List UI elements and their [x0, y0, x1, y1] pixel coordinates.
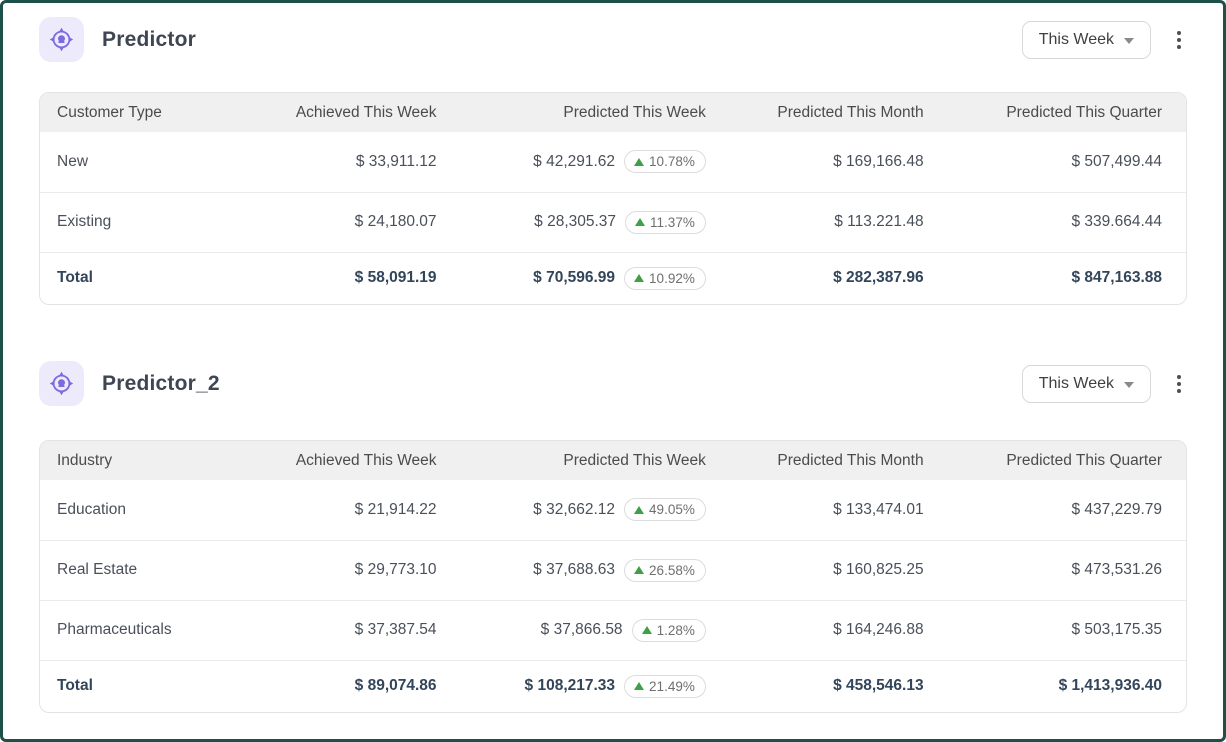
- up-triangle-icon: [634, 505, 645, 514]
- kebab-menu-icon[interactable]: [1171, 27, 1187, 53]
- table-total-row: Total $ 58,091.19 $ 70,596.99 10.92% $ 2…: [40, 251, 1186, 304]
- predictor-target-icon: [39, 361, 84, 406]
- cell-achieved: $ 37,387.54: [223, 599, 453, 660]
- column-header-achieved-week: Achieved This Week: [223, 441, 453, 480]
- column-header-predicted-week: Predicted This Week: [452, 441, 722, 480]
- cell-industry: Total: [40, 659, 224, 712]
- period-dropdown[interactable]: This Week: [1021, 364, 1151, 403]
- cell-achieved: $ 58,091.19: [223, 251, 453, 304]
- delta-badge: 11.37%: [625, 210, 706, 234]
- widget-title: Predictor: [102, 27, 196, 51]
- widget-title: Predictor_2: [102, 371, 220, 395]
- cell-customer-type: Existing: [40, 191, 224, 252]
- cell-predicted-week: $ 37,866.58 1.28%: [452, 599, 722, 660]
- predicted-value: $ 28,305.37: [534, 213, 617, 230]
- period-dropdown[interactable]: This Week: [1021, 20, 1151, 59]
- cell-predicted-week: $ 32,662.12 49.05%: [453, 480, 722, 540]
- column-header-predicted-month: Predicted This Month: [721, 441, 940, 480]
- column-header-achieved-week: Achieved This Week: [223, 93, 453, 132]
- cell-predicted-month: $ 169,166.48: [833, 152, 924, 170]
- cell-predicted-month: $ 133,474.01: [833, 500, 924, 518]
- table-header-row: Customer Type Achieved This Week Predict…: [40, 93, 1186, 132]
- delta-badge: 26.58%: [624, 558, 706, 582]
- cell-predicted-month: $ 164,246.88: [721, 599, 940, 660]
- predicted-value: $ 42,291.62: [533, 152, 616, 170]
- column-header-predicted-quarter: Predicted This Quarter: [939, 93, 1186, 132]
- cell-achieved: $ 29,773.10: [223, 539, 453, 600]
- cell-achieved: $ 89,074.86: [223, 659, 453, 712]
- cell-customer-type: Total: [40, 251, 224, 304]
- cell-customer-type: New: [57, 152, 89, 170]
- delta-value: 26.58%: [649, 562, 695, 578]
- table-row: Education $ 21,914.22 $ 32,662.12 49.05%…: [40, 480, 1186, 540]
- up-triangle-icon: [634, 566, 645, 574]
- cell-predicted-quarter: $ 1,413,936.40: [939, 659, 1186, 712]
- cell-predicted-quarter: $ 847,163.88: [939, 251, 1186, 304]
- cell-achieved: $ 21,914.22: [354, 500, 437, 518]
- table-row: Existing $ 24,180.07 $ 28,305.37 11.37% …: [40, 191, 1186, 252]
- up-triangle-icon: [634, 157, 645, 166]
- predicted-value: $ 108,217.33: [524, 677, 616, 695]
- predicted-value: $ 70,596.99: [533, 269, 616, 287]
- delta-badge: 10.92%: [624, 266, 706, 290]
- column-header-predicted-month: Predicted This Month: [721, 93, 940, 132]
- widget-header-predictor: Predictor This Week: [39, 17, 1187, 62]
- delta-badge: 1.28%: [631, 618, 706, 642]
- cell-predicted-month: $ 160,825.25: [721, 539, 940, 600]
- delta-value: 21.49%: [649, 678, 695, 694]
- delta-badge: 10.78%: [624, 150, 706, 174]
- cell-predicted-month: $ 282,387.96: [721, 251, 940, 304]
- up-triangle-icon: [641, 626, 652, 634]
- column-header-predicted-quarter: Predicted This Quarter: [939, 441, 1186, 480]
- table-row: New $ 33,911.12 $ 42,291.62 10.78% $ 169…: [40, 132, 1186, 192]
- delta-value: 49.05%: [649, 502, 695, 518]
- cell-achieved: $ 33,911.12: [355, 152, 437, 170]
- predictor-2-table: Industry Achieved This Week Predicted Th…: [39, 440, 1187, 713]
- predicted-value: $ 32,662.12: [533, 500, 616, 518]
- delta-badge: 49.05%: [624, 498, 706, 522]
- cell-predicted-week: $ 37,688.63 26.58%: [452, 539, 722, 600]
- predictor-target-icon: [39, 17, 84, 62]
- cell-predicted-week: $ 108,217.33 21.49%: [452, 659, 722, 712]
- cell-predicted-quarter: $ 473,531.26: [939, 539, 1186, 600]
- cell-predicted-week: $ 70,596.99 10.92%: [452, 251, 722, 304]
- widget-header-predictor-2: Predictor_2 This Week: [39, 361, 1187, 406]
- period-dropdown-label: This Week: [1038, 374, 1114, 392]
- cell-predicted-quarter: $ 339.664.44: [939, 191, 1186, 252]
- chevron-down-icon: [1124, 37, 1134, 44]
- cell-industry: Education: [57, 500, 126, 518]
- delta-value: 10.78%: [649, 154, 695, 170]
- column-header-industry: Industry: [40, 441, 224, 480]
- table-row: Real Estate $ 29,773.10 $ 37,688.63 26.5…: [40, 539, 1186, 600]
- cell-industry: Real Estate: [40, 539, 224, 600]
- delta-value: 11.37%: [650, 214, 695, 230]
- column-header-customer-type: Customer Type: [40, 93, 224, 132]
- predicted-value: $ 37,866.58: [540, 621, 623, 638]
- kebab-menu-icon[interactable]: [1171, 371, 1187, 397]
- delta-value: 10.92%: [649, 270, 695, 286]
- column-header-predicted-week: Predicted This Week: [452, 93, 722, 132]
- cell-industry: Pharmaceuticals: [40, 599, 224, 660]
- up-triangle-icon: [634, 682, 645, 691]
- cell-predicted-week: $ 28,305.37 11.37%: [452, 191, 722, 252]
- chevron-down-icon: [1124, 381, 1134, 388]
- table-row: Pharmaceuticals $ 37,387.54 $ 37,866.58 …: [40, 599, 1186, 660]
- cell-predicted-quarter: $ 507,499.44: [1071, 152, 1162, 170]
- cell-predicted-quarter: $ 437,229.79: [1071, 500, 1162, 518]
- table-header-row: Industry Achieved This Week Predicted Th…: [40, 441, 1186, 480]
- delta-value: 1.28%: [656, 622, 695, 638]
- cell-achieved: $ 24,180.07: [223, 191, 453, 252]
- delta-badge: 21.49%: [624, 674, 706, 698]
- cell-predicted-week: $ 42,291.62 10.78%: [453, 132, 722, 192]
- up-triangle-icon: [634, 274, 645, 283]
- up-triangle-icon: [635, 218, 646, 226]
- predictor-table: Customer Type Achieved This Week Predict…: [39, 92, 1187, 305]
- predicted-value: $ 37,688.63: [533, 561, 616, 578]
- cell-predicted-month: $ 458,546.13: [721, 659, 940, 712]
- table-total-row: Total $ 89,074.86 $ 108,217.33 21.49% $ …: [40, 659, 1186, 712]
- cell-predicted-quarter: $ 503,175.35: [939, 599, 1186, 660]
- period-dropdown-label: This Week: [1038, 30, 1114, 48]
- cell-predicted-month: $ 113.221.48: [721, 191, 940, 252]
